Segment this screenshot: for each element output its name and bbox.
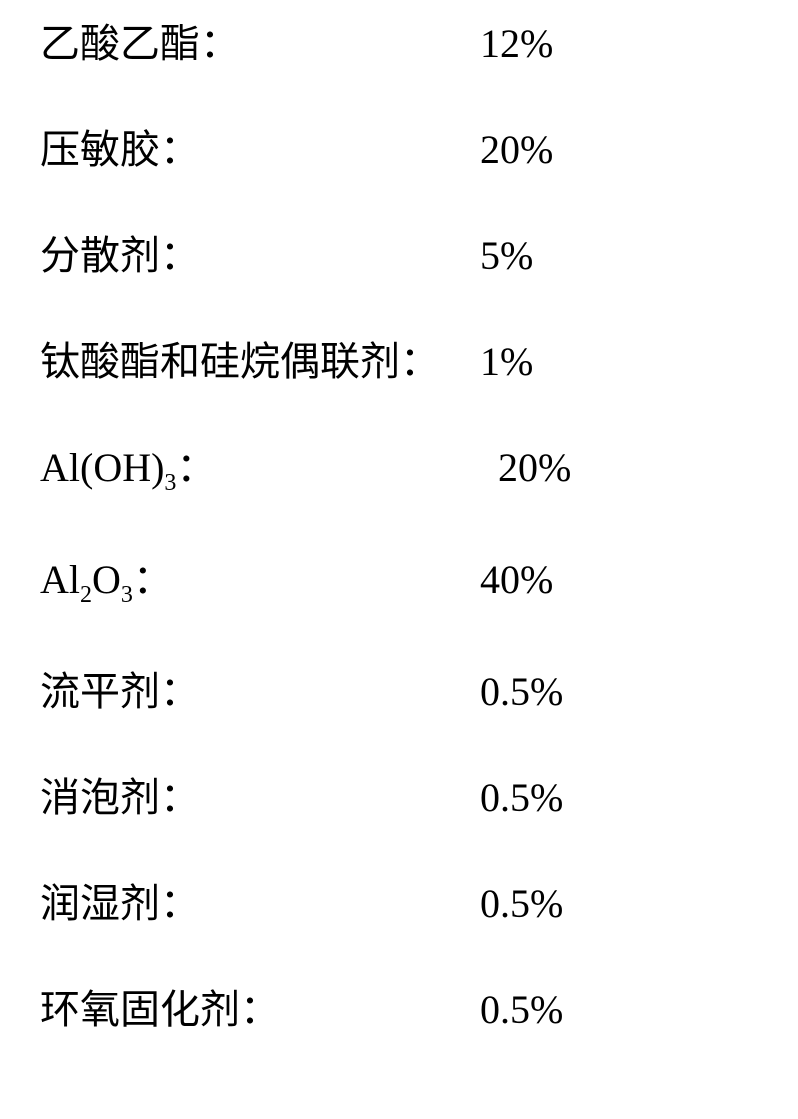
table-row: 消泡剂： 0.5% — [40, 774, 758, 822]
ingredient-label: 环氧固化剂： — [40, 986, 480, 1034]
table-row: 分散剂： 5% — [40, 232, 758, 280]
ingredient-value: 0.5% — [480, 774, 563, 822]
ingredient-label: Al2O3： — [40, 556, 480, 610]
ingredient-label: Al(OH)3： — [40, 444, 480, 498]
table-row: Al2O3： 40% — [40, 556, 758, 610]
ingredient-label: 润湿剂： — [40, 880, 480, 928]
ingredient-value: 40% — [480, 556, 553, 604]
ingredient-label: 流平剂： — [40, 668, 480, 716]
ingredient-label: 消泡剂： — [40, 774, 480, 822]
table-row: 压敏胶： 20% — [40, 126, 758, 174]
table-row: 环氧固化剂： 0.5% — [40, 986, 758, 1034]
ingredient-value: 0.5% — [480, 986, 563, 1034]
ingredient-label: 乙酸乙酯： — [40, 20, 480, 68]
ingredient-value: 0.5% — [480, 668, 563, 716]
table-row: 乙酸乙酯： 12% — [40, 20, 758, 68]
ingredient-value: 12% — [480, 20, 553, 68]
ingredient-value: 1% — [480, 338, 533, 386]
ingredient-label: 分散剂： — [40, 232, 480, 280]
ingredient-value: 20% — [480, 126, 553, 174]
table-row: 钛酸酯和硅烷偶联剂： 1% — [40, 338, 758, 386]
table-row: 润湿剂： 0.5% — [40, 880, 758, 928]
table-row: Al(OH)3： 20% — [40, 444, 758, 498]
ingredient-value: 20% — [498, 444, 571, 492]
ingredient-value: 5% — [480, 232, 533, 280]
composition-list: 乙酸乙酯： 12% 压敏胶： 20% 分散剂： 5% 钛酸酯和硅烷偶联剂： 1%… — [0, 0, 798, 1112]
ingredient-label: 钛酸酯和硅烷偶联剂： — [40, 338, 480, 386]
table-row: 流平剂： 0.5% — [40, 668, 758, 716]
ingredient-label: 压敏胶： — [40, 126, 480, 174]
ingredient-value: 0.5% — [480, 880, 563, 928]
